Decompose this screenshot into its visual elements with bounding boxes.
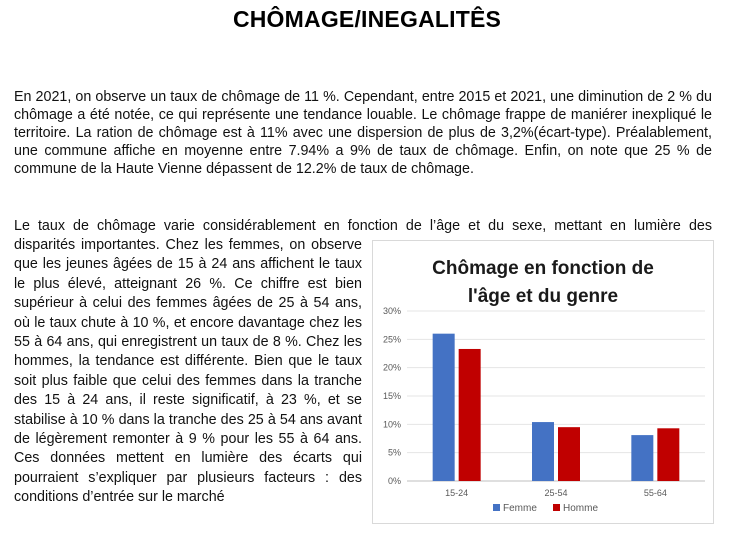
legend-label-homme: Homme: [563, 503, 598, 514]
y-tick-label: 15%: [383, 391, 401, 401]
y-tick-label: 0%: [388, 476, 401, 486]
y-tick-label: 25%: [383, 334, 401, 344]
y-tick-label: 20%: [383, 363, 401, 373]
chart-title-line: l'âge et du genre: [468, 286, 618, 307]
bar-femme-25-54: [532, 422, 554, 481]
unemployment-chart: Chômage en fonction de l'âge et du genre 0…: [372, 240, 714, 524]
paragraph-age-gender-body: disparités importantes. Chez les femmes,…: [14, 237, 362, 506]
bar-homme-15-24: [458, 348, 481, 481]
legend-swatch-femme: [493, 504, 500, 511]
bar-femme-55-64: [631, 435, 654, 481]
bar-homme-55-64: [657, 428, 680, 481]
chart-title-line: Chômage en fonction de: [432, 258, 654, 279]
legend-label-femme: Femme: [503, 503, 537, 514]
x-tick-label: 15-24: [445, 488, 468, 498]
paragraph-age-gender-first-line: Le taux de chômage varie considérablemen…: [14, 218, 712, 234]
bar-femme-15-24: [432, 333, 455, 481]
chart-svg: Chômage en fonction de l'âge et du genre 0…: [383, 258, 705, 514]
y-tick-label: 10%: [383, 419, 401, 429]
x-tick-label: 55-64: [644, 488, 667, 498]
legend-swatch-homme: [553, 504, 560, 511]
y-tick-label: 30%: [383, 306, 401, 316]
y-tick-label: 5%: [388, 448, 401, 458]
page-title: CHÔMAGE/INEGALITÊS: [232, 6, 502, 32]
bar-homme-25-54: [558, 427, 580, 481]
paragraph-intro: En 2021, on observe un taux de chômage d…: [14, 89, 712, 177]
x-tick-label: 25-54: [544, 488, 567, 498]
